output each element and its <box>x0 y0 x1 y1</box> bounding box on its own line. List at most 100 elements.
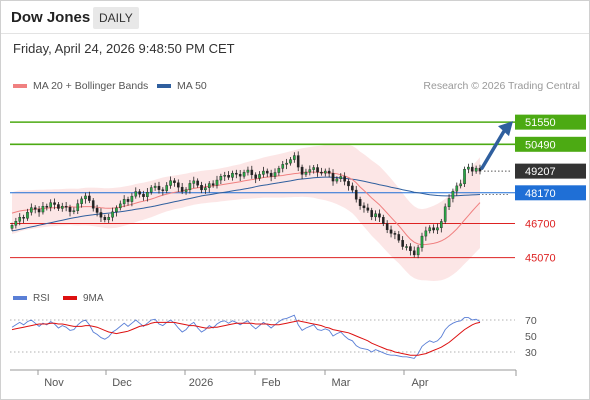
period-badge[interactable]: DAILY <box>93 7 139 29</box>
candle-body <box>385 223 389 231</box>
candle-body <box>223 175 227 177</box>
candle <box>385 220 389 234</box>
candle <box>378 209 381 222</box>
candle-body <box>467 166 470 170</box>
candle <box>177 179 180 192</box>
candle-body <box>107 217 110 220</box>
candle-body <box>312 167 315 170</box>
candle-body <box>26 212 29 219</box>
candle-body <box>41 205 45 213</box>
candle-body <box>115 207 118 213</box>
candle <box>138 189 141 198</box>
candle-body <box>242 172 246 177</box>
candle <box>57 202 60 211</box>
candle <box>323 168 327 177</box>
candle-body <box>354 189 358 200</box>
level-label-box-48170 <box>515 185 586 201</box>
candle-body <box>196 180 199 186</box>
candle <box>300 164 304 180</box>
candle <box>184 187 188 195</box>
candle-body <box>436 227 439 231</box>
candle <box>149 185 153 195</box>
candle <box>219 173 223 185</box>
candle-body <box>10 225 14 229</box>
candle <box>126 196 130 206</box>
candle <box>447 194 451 211</box>
ma20-swatch <box>13 84 27 89</box>
level-label-46700: 46700 <box>525 219 556 231</box>
candle <box>227 171 230 180</box>
candle-body <box>95 208 99 213</box>
legend-ma9-label: 9MA <box>83 293 104 304</box>
candle-body <box>99 212 103 218</box>
candle <box>14 217 18 229</box>
candle-body <box>285 162 288 165</box>
candle <box>130 192 134 207</box>
candle-body <box>374 213 377 218</box>
candle <box>277 165 281 176</box>
candle <box>362 202 366 213</box>
candle-body <box>277 168 281 173</box>
candle-body <box>153 185 157 188</box>
candle-body <box>308 169 312 173</box>
candle-body <box>393 233 397 235</box>
candle-body <box>250 169 254 176</box>
candle-body <box>188 183 192 190</box>
candle-body <box>238 173 242 177</box>
candle <box>374 210 377 221</box>
candle <box>358 196 362 210</box>
ma50-line <box>11 176 481 232</box>
candle-body <box>420 235 424 248</box>
candle <box>409 243 412 256</box>
candle-body <box>111 211 114 218</box>
candle <box>312 165 315 174</box>
legend-rsi: RSI <box>13 293 50 304</box>
candle <box>107 213 110 224</box>
candle <box>95 204 99 217</box>
candle <box>37 205 41 217</box>
candle <box>49 199 52 212</box>
candle <box>88 191 91 204</box>
candle <box>169 176 172 189</box>
candle <box>405 244 408 251</box>
candle-body <box>231 172 234 178</box>
candle <box>470 162 474 176</box>
candle-body <box>378 213 381 218</box>
candle-body <box>382 217 385 224</box>
candle-body <box>211 183 215 186</box>
candle-body <box>401 240 404 247</box>
candle <box>316 164 319 177</box>
candle-body <box>246 169 250 173</box>
candle <box>142 190 145 201</box>
projection-arrow-head <box>498 121 513 137</box>
candle <box>211 180 215 188</box>
candle-body <box>478 167 482 172</box>
candle <box>10 222 14 231</box>
legend-rsi-label: RSI <box>33 293 50 304</box>
candle-body <box>134 191 138 197</box>
legend-ma20: MA 20 + Bollinger Bands <box>13 80 148 92</box>
candle <box>273 168 277 180</box>
candle-body <box>118 203 122 209</box>
candle-body <box>327 170 331 174</box>
candle-body <box>68 207 72 212</box>
candle <box>192 176 196 189</box>
candle-body <box>53 202 56 205</box>
candle-body <box>366 207 370 211</box>
projection-arrow-shaft <box>480 129 506 170</box>
candle <box>68 204 72 217</box>
candle-body <box>432 227 435 231</box>
level-label-box-50490 <box>515 136 586 152</box>
candle-body <box>258 174 261 179</box>
candle-body <box>103 217 107 220</box>
candle-body <box>296 155 300 168</box>
candle <box>207 181 211 193</box>
legend-ma9: 9MA <box>63 293 104 304</box>
candle <box>293 152 296 163</box>
candle-body <box>262 170 265 175</box>
candle <box>440 218 443 233</box>
candle-body <box>149 187 153 193</box>
candle <box>455 182 459 196</box>
candle <box>265 168 269 178</box>
